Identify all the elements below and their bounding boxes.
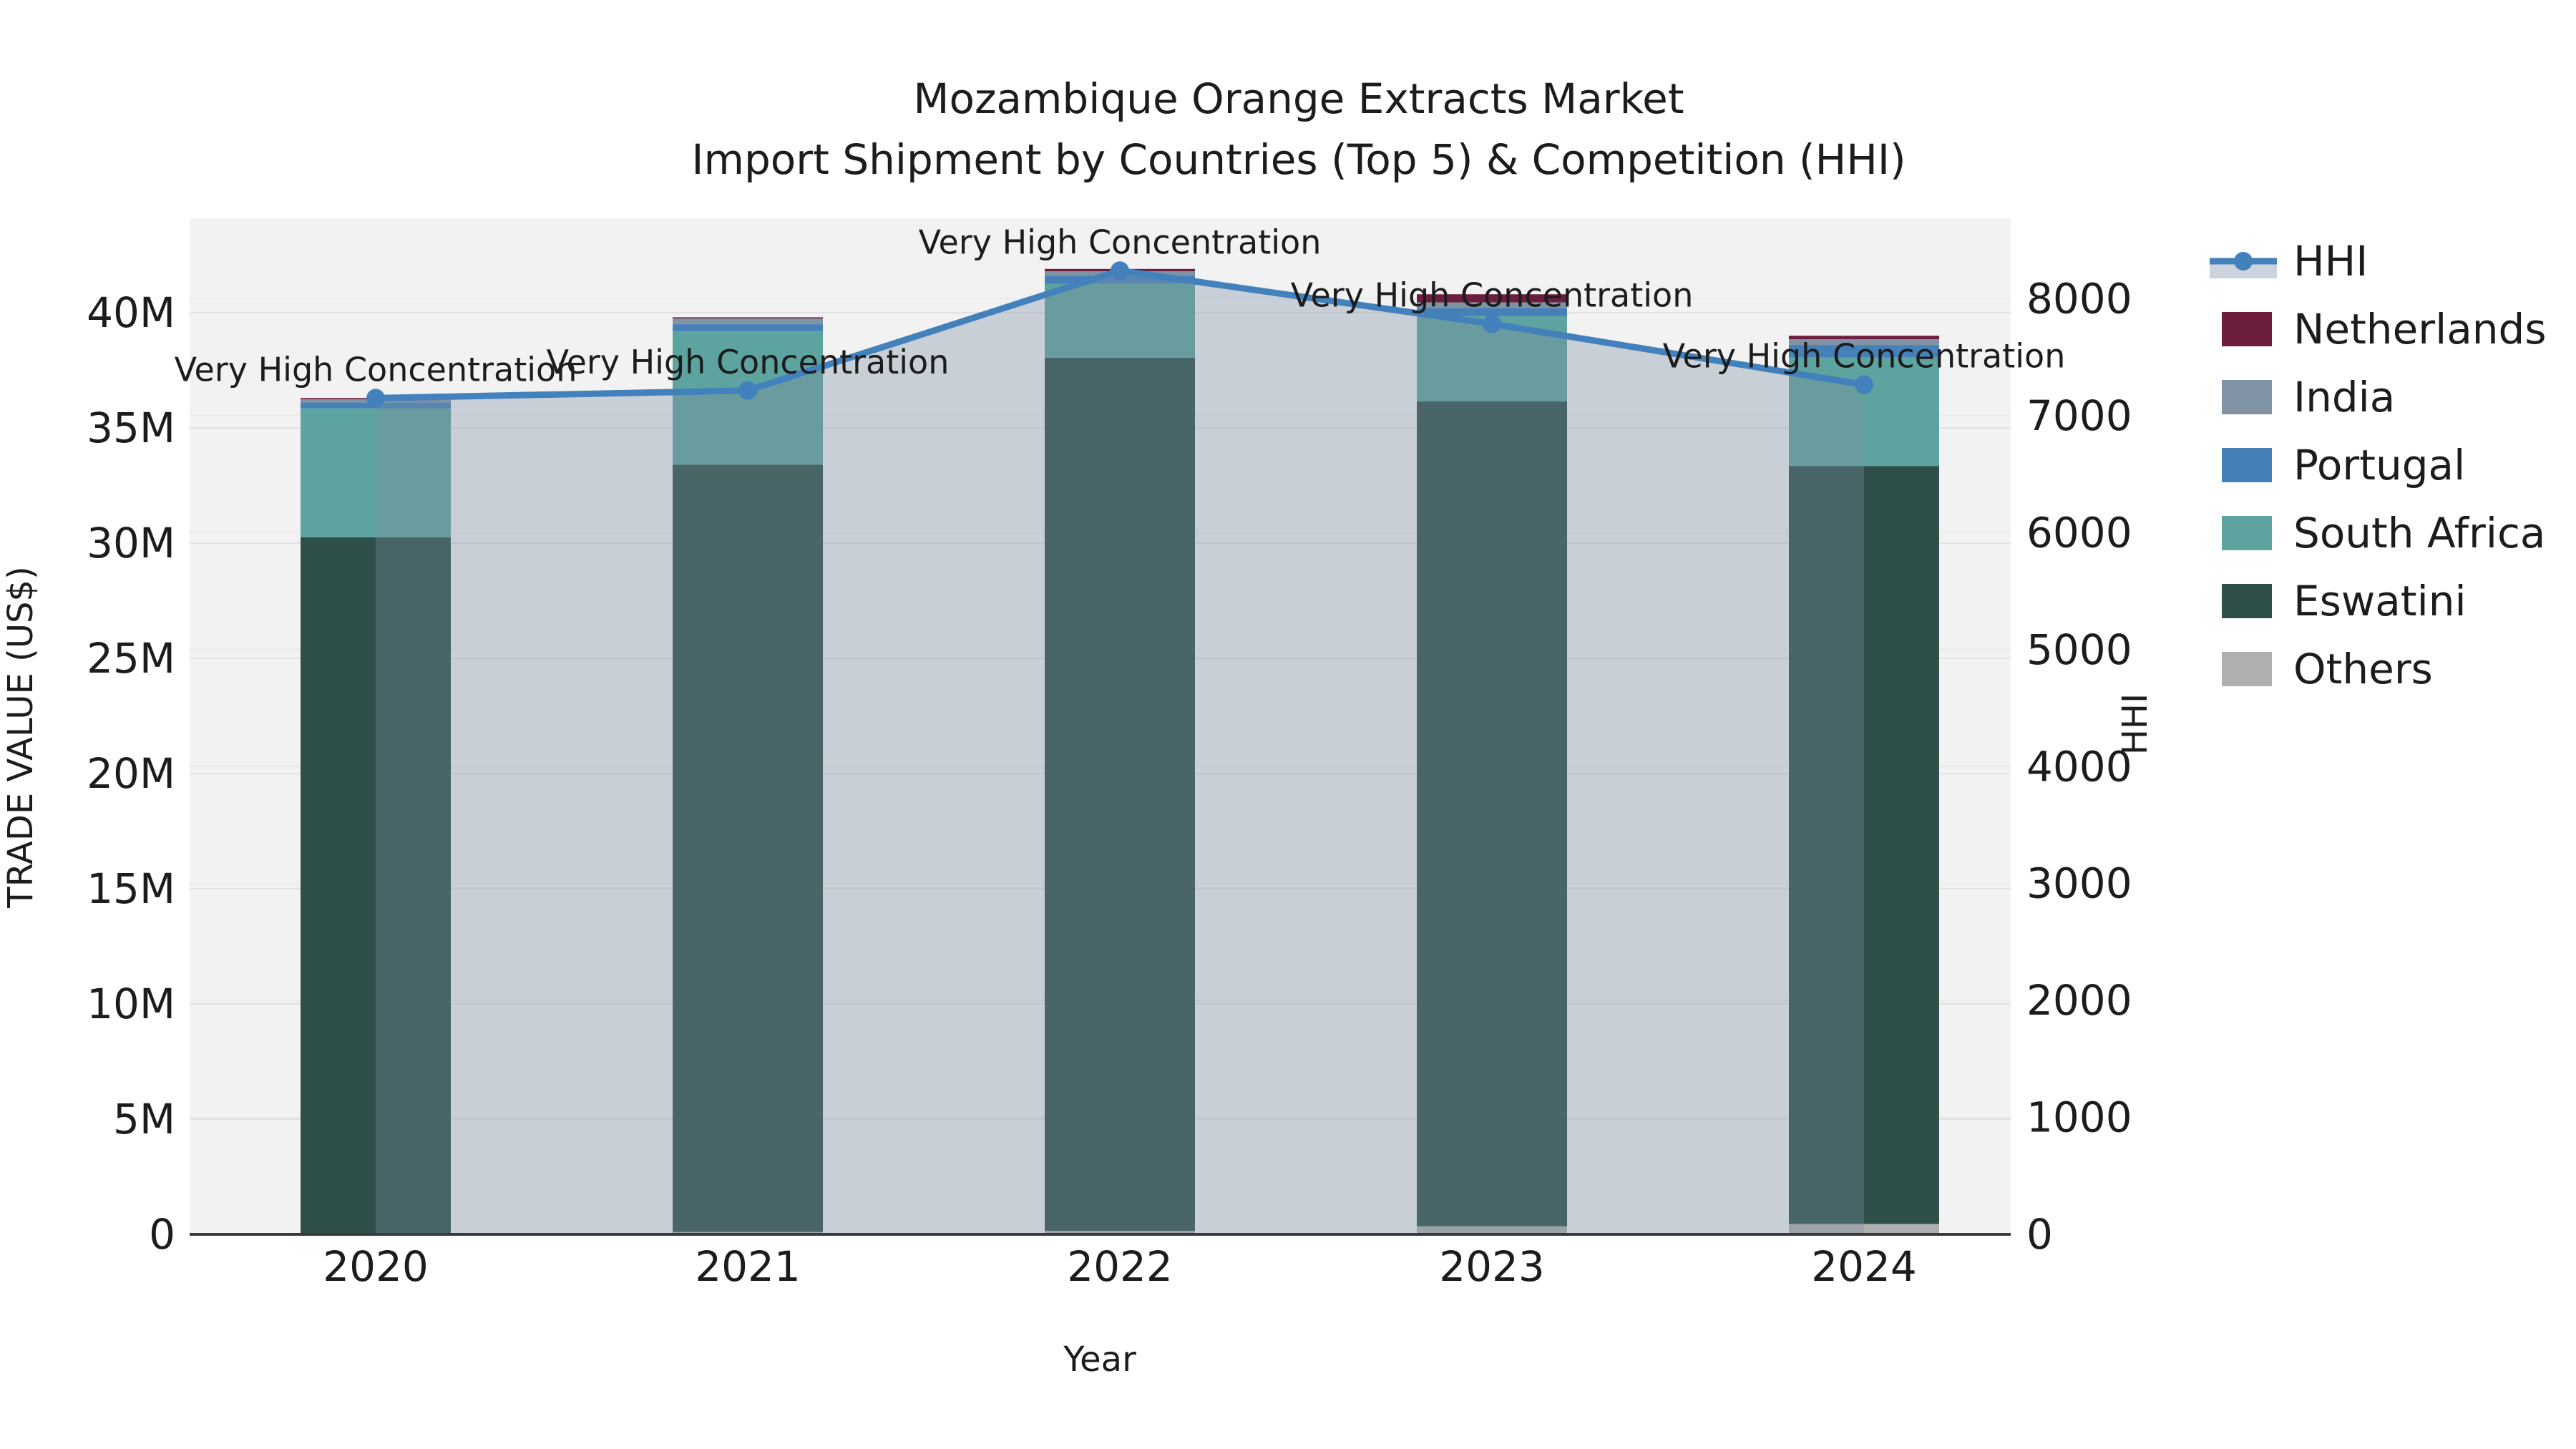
bar-segment-portugal	[1789, 345, 1939, 358]
legend-hhi-marker	[2234, 252, 2253, 270]
bar-segment-india	[1417, 302, 1567, 308]
y-left-tick-25M: 25M	[87, 634, 175, 683]
y-right-tick-5000: 5000	[2026, 625, 2132, 674]
y-right-tick-4000: 4000	[2026, 742, 2132, 791]
bar-segment-south-africa	[1045, 283, 1195, 358]
legend-label-south-africa: South Africa	[2293, 509, 2545, 557]
x-axis-title: Year	[1063, 1340, 1136, 1380]
y-right-tick-3000: 3000	[2026, 859, 2132, 908]
bar-segment-india	[673, 318, 823, 325]
bar-2023	[1417, 294, 1567, 1234]
annotation-2024: Very High Concentration	[1663, 337, 2066, 376]
bar-2022	[1045, 268, 1195, 1234]
legend-item-others: Others	[2222, 645, 2433, 693]
legend-item-eswatini: Eswatini	[2222, 577, 2467, 625]
y-left-tick-30M: 30M	[87, 519, 175, 567]
hhi-marker-2022	[1111, 261, 1129, 280]
y-left-tick-0: 0	[149, 1210, 175, 1259]
legend-swatch-south-africa	[2222, 516, 2272, 550]
y-left-tick-5M: 5M	[113, 1095, 175, 1143]
y-left-tick-15M: 15M	[87, 864, 175, 913]
legend-item-india: India	[2222, 373, 2395, 421]
legend-label-portugal: Portugal	[2293, 441, 2465, 489]
y-axis-left-title: TRADE VALUE (US$)	[1, 566, 41, 908]
y-left-tick-10M: 10M	[87, 980, 175, 1028]
chart-title-line2: Import Shipment by Countries (Top 5) & C…	[691, 135, 1906, 184]
x-tick-2023: 2023	[1439, 1242, 1545, 1291]
hhi-area-fill	[376, 270, 1864, 1234]
y-right-tick-8000: 8000	[2026, 275, 2132, 323]
bar-segment-netherlands	[1789, 336, 1939, 340]
legend-label-hhi: HHI	[2293, 237, 2368, 286]
bar-segment-netherlands	[673, 317, 823, 319]
legend-swatch-others	[2222, 652, 2272, 686]
bar-segment-portugal	[1417, 308, 1567, 316]
annotation-2023: Very High Concentration	[1291, 276, 1694, 315]
y-left-tick-20M: 20M	[87, 749, 175, 798]
y-axis-right-title: HHI	[2115, 693, 2155, 755]
legend-swatch-eswatini	[2222, 584, 2272, 618]
bar-segment-portugal	[673, 324, 823, 331]
chart-title-line1: Mozambique Orange Extracts Market	[913, 74, 1684, 123]
bar-segment-others	[1789, 1224, 1939, 1234]
bar-segment-eswatini	[1789, 466, 1939, 1224]
y-right-tick-6000: 6000	[2026, 508, 2132, 557]
hhi-marker-2023	[1483, 314, 1501, 333]
legend-item-hhi: HHI	[2210, 237, 2368, 286]
bar-2024	[1789, 336, 1939, 1234]
y-left-tick-35M: 35M	[87, 404, 175, 452]
legend-label-india: India	[2293, 373, 2395, 421]
annotation-2020: Very High Concentration	[175, 350, 577, 389]
bar-segment-eswatini	[1045, 357, 1195, 1231]
bar-segment-eswatini	[301, 537, 451, 1234]
hhi-marker-2024	[1855, 375, 1873, 394]
legend-label-eswatini: Eswatini	[2293, 577, 2467, 625]
legend-label-others: Others	[2293, 645, 2433, 693]
bar-segment-others	[1045, 1231, 1195, 1234]
hhi-marker-2021	[738, 381, 757, 400]
legend-item-portugal: Portugal	[2222, 441, 2465, 489]
bar-segment-south-africa	[301, 408, 451, 537]
annotation-2021: Very High Concentration	[547, 343, 950, 381]
annotation-2022: Very High Concentration	[919, 223, 1322, 261]
y-left-tick-40M: 40M	[87, 288, 175, 337]
x-tick-2022: 2022	[1067, 1242, 1173, 1291]
bar-segment-others	[1417, 1226, 1567, 1234]
legend-swatch-portugal	[2222, 448, 2272, 482]
legend-swatch-india	[2222, 380, 2272, 414]
legend-label-netherlands: Netherlands	[2293, 305, 2547, 353]
legend-item-south-africa: South Africa	[2222, 509, 2545, 557]
bar-2020	[301, 398, 451, 1234]
bar-segment-eswatini	[1417, 401, 1567, 1226]
legend: HHI Netherlands India Portugal South Africa E…	[2210, 237, 2547, 693]
bar-segment-india	[1789, 339, 1939, 346]
x-tick-2021: 2021	[695, 1242, 801, 1291]
bar-segment-netherlands	[1417, 294, 1567, 303]
bar-2021	[673, 317, 823, 1234]
y-right-tick-1000: 1000	[2026, 1093, 2132, 1142]
y-right-tick-0: 0	[2026, 1210, 2053, 1259]
bar-segment-eswatini	[673, 464, 823, 1232]
legend-swatch-netherlands	[2222, 312, 2272, 346]
y-right-tick-7000: 7000	[2026, 391, 2132, 440]
y-right-tick-2000: 2000	[2026, 976, 2132, 1025]
legend-item-netherlands: Netherlands	[2222, 305, 2547, 353]
hhi-marker-2020	[366, 389, 385, 408]
x-tick-2020: 2020	[323, 1242, 429, 1291]
x-tick-2024: 2024	[1811, 1242, 1917, 1291]
